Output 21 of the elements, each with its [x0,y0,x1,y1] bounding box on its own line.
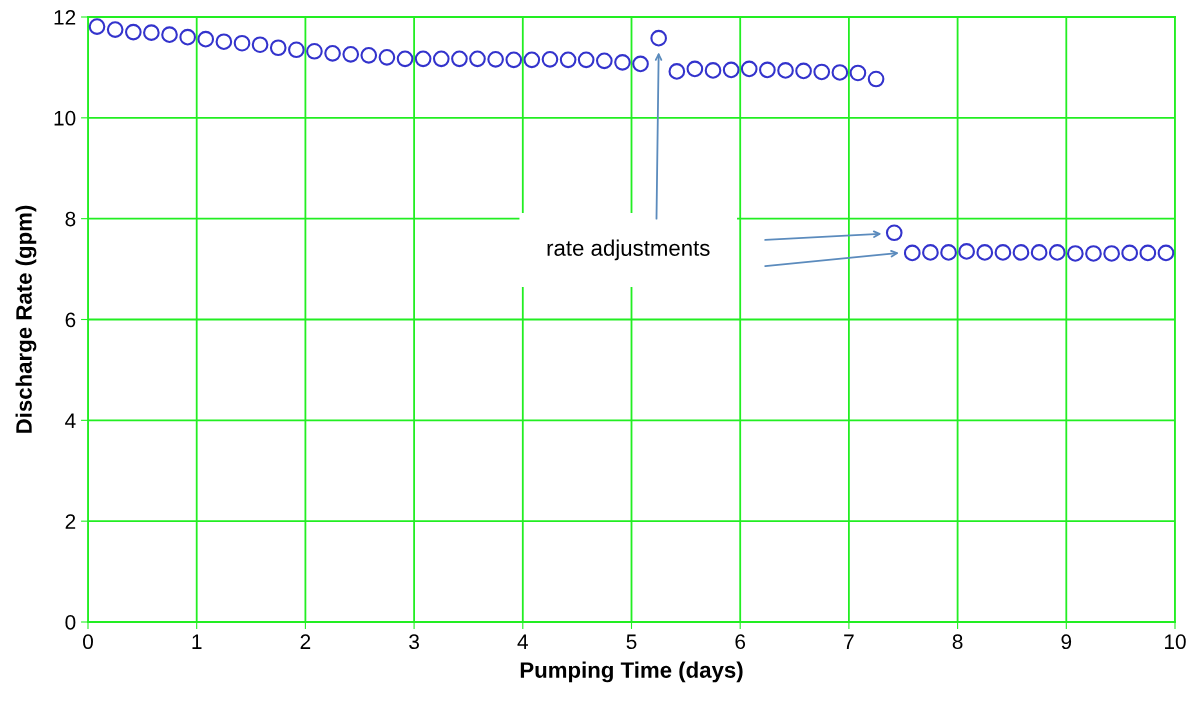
y-axis-title: Discharge Rate (gpm) [15,205,37,433]
y-tick-label: 8 [65,211,76,227]
x-tick-label: 10 [1165,634,1186,650]
x-tick-label: 6 [735,634,746,650]
y-tick-label: 4 [65,413,76,428]
x-tick-label: 2 [300,634,311,649]
x-tick-label: 7 [844,634,854,649]
x-tick-label: 9 [1061,634,1072,650]
x-tick-label: 4 [517,634,528,649]
x-tick-label: 3 [409,634,419,650]
y-tick-label: 12 [54,10,76,25]
x-tick-label: 5 [626,634,637,650]
annotation: rate adjustments [547,239,710,261]
y-tick-label: 6 [65,312,76,328]
y-tick-label: 0 [65,615,76,630]
y-tick-label: 2 [65,514,76,529]
x-axis-title: Pumping Time (days) [520,661,743,683]
y-tick-label: 10 [54,110,76,126]
x-tick-label: 0 [83,634,93,650]
x-tick-label: 8 [952,634,963,650]
x-tick-label: 1 [192,634,202,649]
